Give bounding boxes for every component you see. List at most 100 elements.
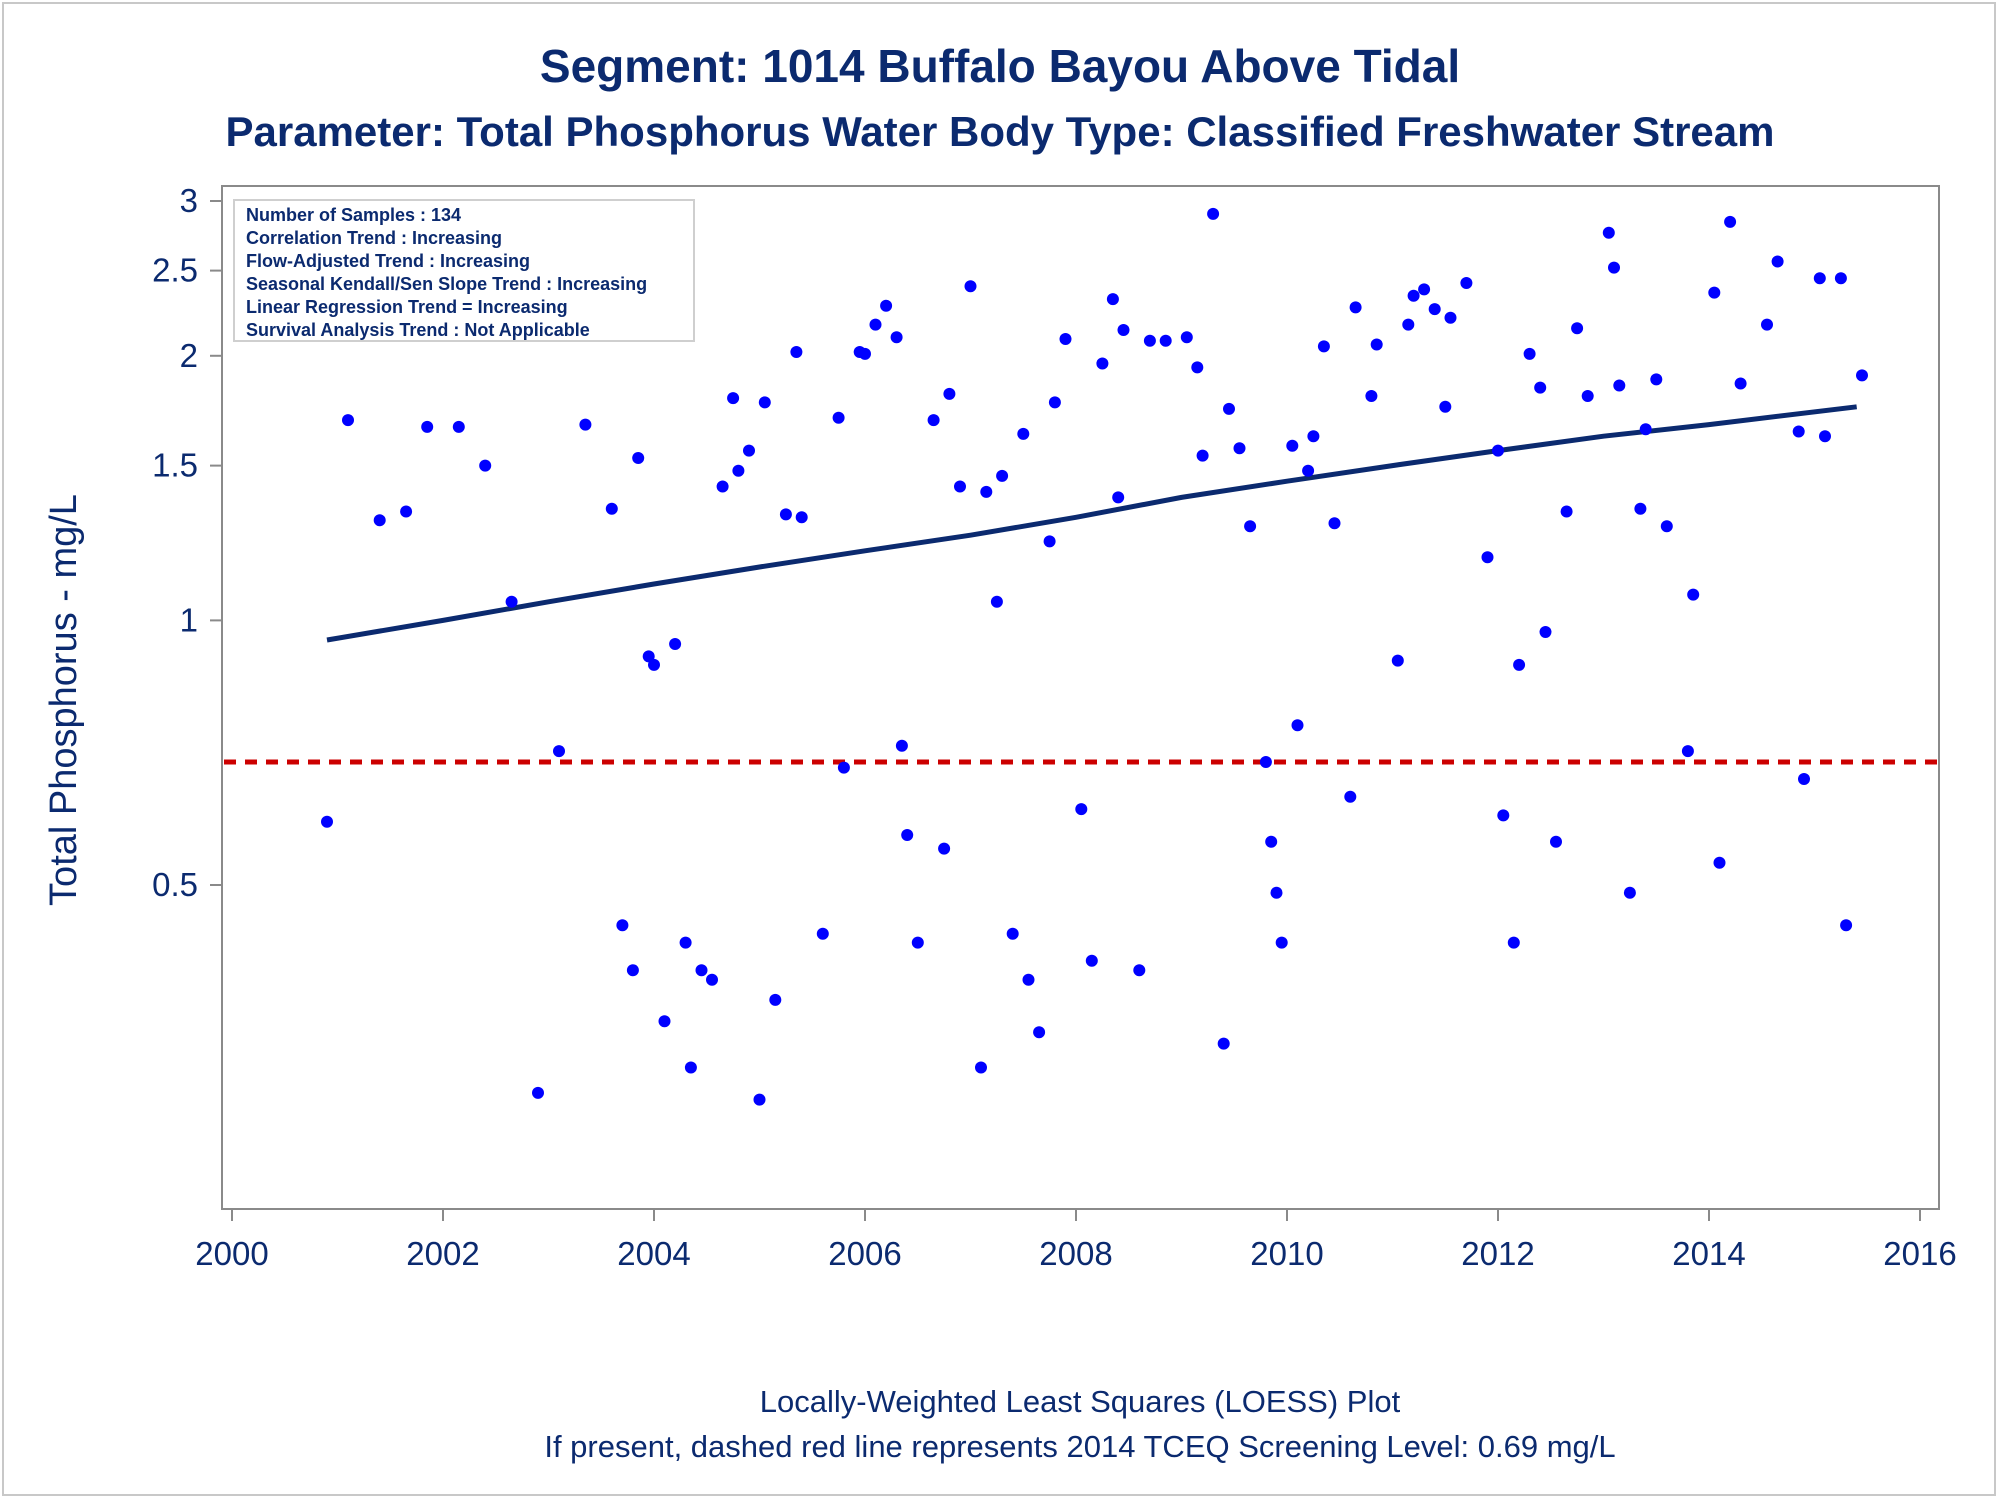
x-tick-label: 2002	[406, 1235, 479, 1272]
data-point	[1660, 520, 1673, 533]
data-point	[869, 318, 882, 331]
data-point	[479, 459, 492, 472]
data-point	[1180, 331, 1193, 344]
data-point	[1370, 338, 1383, 351]
data-point	[1217, 1037, 1230, 1050]
data-point	[1534, 381, 1547, 394]
data-point	[1792, 425, 1805, 438]
data-point	[716, 480, 729, 493]
data-point	[1159, 334, 1172, 347]
data-point	[1196, 449, 1209, 462]
info-line-survival: Survival Analysis Trend : Not Applicable	[246, 320, 590, 340]
footnote-loess: Locally-Weighted Least Squares (LOESS) P…	[760, 1384, 1401, 1419]
data-point	[669, 638, 682, 650]
data-point	[1798, 773, 1810, 785]
data-point	[880, 299, 893, 312]
data-point	[1048, 396, 1061, 409]
data-point	[1033, 1026, 1046, 1039]
chart-subtitle: Parameter: Total Phosphorus Water Body T…	[226, 108, 1775, 155]
data-point	[1259, 756, 1272, 768]
data-point	[1608, 261, 1620, 274]
data-point	[1581, 390, 1594, 402]
y-tick-label: 0.5	[152, 866, 198, 903]
x-tick-label: 2012	[1461, 1235, 1534, 1272]
y-tick-label: 1	[180, 601, 198, 638]
data-point	[1481, 551, 1494, 564]
data-point	[795, 511, 808, 524]
data-point	[1244, 520, 1257, 533]
data-point	[1507, 936, 1520, 949]
data-point	[1233, 442, 1246, 455]
data-point	[732, 464, 745, 477]
data-point	[954, 480, 966, 493]
data-point	[758, 396, 771, 409]
info-line-seasonal-kendall: Seasonal Kendall/Sen Slope Trend : Incre…	[246, 274, 647, 294]
data-point	[1022, 973, 1035, 986]
data-point	[400, 505, 413, 518]
data-point	[975, 1061, 987, 1074]
x-tick-label: 2016	[1883, 1235, 1956, 1272]
info-line-samples: Number of Samples : 134	[246, 205, 461, 225]
info-line-linear-regression: Linear Regression Trend = Increasing	[246, 297, 568, 317]
data-point	[1307, 430, 1320, 443]
data-point	[1840, 919, 1853, 932]
data-point	[1096, 357, 1109, 370]
data-point	[1550, 835, 1562, 848]
data-point	[996, 469, 1009, 482]
info-box-border	[233, 199, 695, 342]
data-point	[1761, 318, 1773, 331]
data-point	[1497, 809, 1510, 822]
data-point	[452, 420, 465, 433]
data-point	[1043, 535, 1056, 548]
data-point	[1834, 272, 1847, 285]
y-tick-label: 2	[180, 337, 198, 374]
data-point	[927, 414, 940, 427]
data-point	[1291, 719, 1304, 732]
data-point	[1687, 588, 1700, 601]
data-point	[1571, 322, 1584, 335]
y-tick-label: 1.5	[152, 447, 198, 484]
data-point	[1560, 505, 1573, 518]
data-point	[1133, 964, 1146, 977]
data-point	[753, 1093, 766, 1106]
data-point	[1191, 361, 1204, 374]
data-point	[1365, 390, 1378, 402]
data-point	[743, 444, 755, 457]
data-point	[1681, 745, 1694, 758]
data-point	[790, 346, 803, 358]
data-point	[1708, 286, 1721, 299]
data-point	[1286, 439, 1299, 452]
data-point	[421, 420, 434, 433]
data-point	[1112, 491, 1125, 504]
data-point	[1059, 333, 1072, 345]
data-point	[1492, 444, 1504, 457]
x-tick-label: 2014	[1672, 1235, 1745, 1272]
data-point	[1724, 215, 1737, 228]
data-point	[911, 936, 924, 949]
data-point	[658, 1015, 671, 1028]
data-point	[1075, 803, 1088, 816]
x-tick-label: 2000	[195, 1235, 268, 1272]
data-point	[695, 964, 708, 977]
y-tick-label: 2.5	[152, 252, 198, 289]
data-point	[1344, 790, 1357, 803]
data-point	[1856, 369, 1868, 382]
data-point	[1602, 226, 1615, 239]
data-point	[1017, 427, 1030, 440]
data-point	[579, 418, 592, 431]
data-point	[1813, 272, 1826, 285]
data-point	[1085, 954, 1098, 967]
data-point	[679, 936, 692, 949]
data-point	[706, 973, 718, 986]
loess-trend-line	[326, 404, 1857, 643]
y-axis: 0.5 1 1.5 2 2.5 3	[152, 182, 222, 903]
data-point	[1407, 289, 1420, 302]
data-point	[1713, 856, 1726, 869]
data-point	[1771, 255, 1784, 268]
data-point	[1513, 658, 1526, 671]
data-point	[553, 745, 565, 758]
data-point	[727, 392, 740, 405]
data-point	[816, 927, 829, 940]
data-point	[1106, 293, 1119, 306]
